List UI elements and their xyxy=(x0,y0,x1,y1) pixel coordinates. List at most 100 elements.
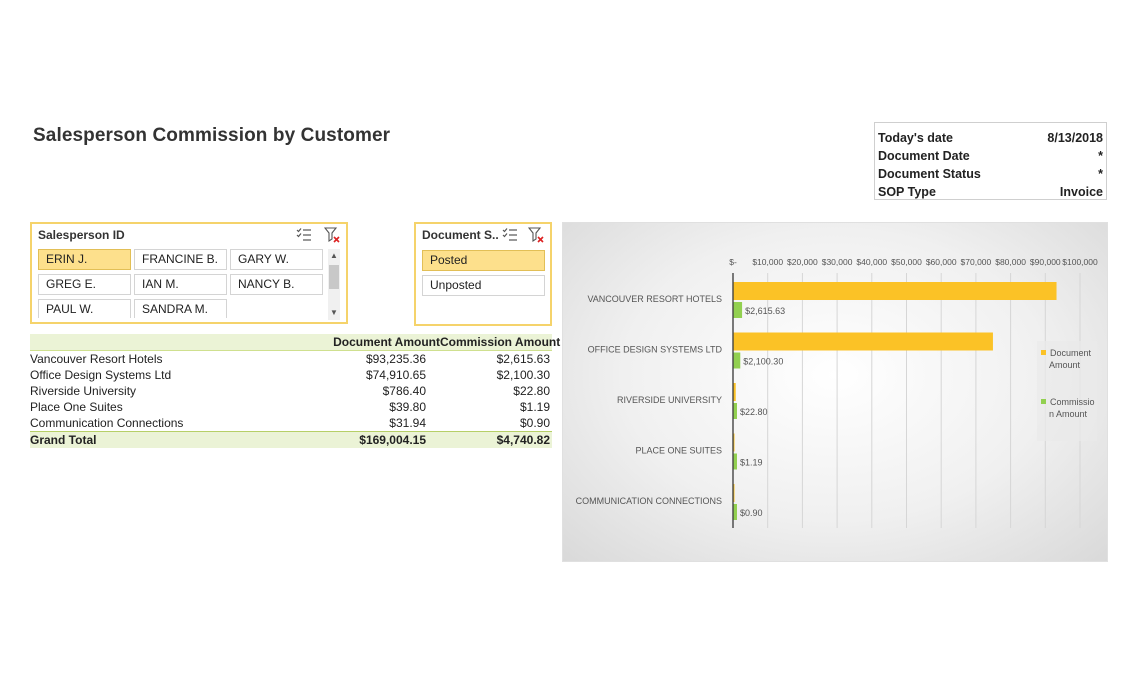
info-value: 8/13/2018 xyxy=(1047,131,1103,145)
document-status-slicer: Document S... Posted Unposted xyxy=(414,222,552,326)
commission-amount-bar xyxy=(733,403,737,419)
commission-amount: $22.80 xyxy=(513,384,550,398)
document-amount-bar xyxy=(733,484,735,502)
info-value: Invoice xyxy=(1059,185,1103,199)
page-title: Salesperson Commission by Customer xyxy=(33,125,391,146)
slicer-item-francine-b[interactable]: FRANCINE B. xyxy=(134,249,227,270)
clear-filter-icon[interactable] xyxy=(323,227,340,243)
slicer-scrollbar[interactable]: ▲ ▼ xyxy=(328,249,340,320)
clear-filter-icon[interactable] xyxy=(527,227,544,243)
grand-total-row[interactable]: Grand Total $169,004.15 $4,740.82 xyxy=(30,431,552,448)
slicer-item-gary-w[interactable]: GARY W. xyxy=(230,249,323,270)
document-amount: $39.80 xyxy=(389,400,426,414)
slicer-item-sandra-m[interactable]: SANDRA M. xyxy=(134,299,227,318)
slicer-item-ian-m[interactable]: IAN M. xyxy=(134,274,227,295)
slicer-item-nancy-b[interactable]: NANCY B. xyxy=(230,274,323,295)
grand-total-commission-amount: $4,740.82 xyxy=(496,433,550,447)
x-tick-label: $40,000 xyxy=(856,257,887,267)
info-label: Document Status xyxy=(878,167,981,181)
x-tick-label: $100,000 xyxy=(1062,257,1098,267)
scrollbar-thumb[interactable] xyxy=(329,265,339,289)
scroll-up-icon[interactable]: ▲ xyxy=(330,251,338,260)
table-row[interactable]: Office Design Systems Ltd $74,910.65 $2,… xyxy=(30,367,552,383)
x-tick-label: $80,000 xyxy=(995,257,1026,267)
category-label: PLACE ONE SUITES xyxy=(635,446,722,456)
commission-data-label: $0.90 xyxy=(740,508,763,518)
info-label: SOP Type xyxy=(878,185,936,199)
info-row-sop-type: SOP Type Invoice xyxy=(878,183,1103,201)
customer-name: Vancouver Resort Hotels xyxy=(30,352,163,366)
pivot-table: Document Amount Commission Amount Vancou… xyxy=(30,334,561,448)
table-row[interactable]: Communication Connections $31.94 $0.90 xyxy=(30,415,552,431)
commission-chart[interactable]: $- $10,000 $20,000 $30,000 $40,000 $50,000 $60… xyxy=(562,222,1108,562)
commission-data-label: $2,100.30 xyxy=(743,357,783,367)
info-row-todays-date: Today's date 8/13/2018 xyxy=(878,129,1103,147)
x-tick-label: $70,000 xyxy=(961,257,992,267)
slicer-item-erin-j[interactable]: ERIN J. xyxy=(38,249,131,270)
pivot-header-document-amount[interactable]: Document Amount xyxy=(333,335,440,349)
table-row[interactable]: Place One Suites $39.80 $1.19 xyxy=(30,399,552,415)
legend-label: Document xyxy=(1050,348,1092,358)
legend-swatch xyxy=(1041,399,1046,404)
document-amount: $31.94 xyxy=(389,416,426,430)
multi-select-icon[interactable] xyxy=(502,227,518,243)
document-amount-bar xyxy=(733,433,735,452)
pivot-header-commission-amount[interactable]: Commission Amount xyxy=(440,335,561,349)
grand-total-document-amount: $169,004.15 xyxy=(359,433,426,447)
table-row[interactable]: Vancouver Resort Hotels $93,235.36 $2,61… xyxy=(30,351,552,367)
x-tick-label: $10,000 xyxy=(752,257,783,267)
legend-label: n Amount xyxy=(1049,409,1088,419)
chart-svg: $- $10,000 $20,000 $30,000 $40,000 $50,000 $60… xyxy=(576,257,1098,528)
slicer-item-greg-e[interactable]: GREG E. xyxy=(38,274,131,295)
grand-total-label: Grand Total xyxy=(30,433,97,447)
slicer-item-paul-w[interactable]: PAUL W. xyxy=(38,299,131,318)
commission-amount: $2,100.30 xyxy=(496,368,550,382)
commission-data-label: $1.19 xyxy=(740,458,763,468)
customer-name: Riverside University xyxy=(30,384,137,398)
category-label: VANCOUVER RESORT HOTELS xyxy=(587,294,722,304)
commission-amount: $2,615.63 xyxy=(496,352,550,366)
commission-amount: $0.90 xyxy=(519,416,550,430)
pivot-header-row-label xyxy=(30,334,315,350)
slicer-title: Document S... xyxy=(422,228,498,242)
x-tick-label: $60,000 xyxy=(926,257,957,267)
info-row-document-status: Document Status * xyxy=(878,165,1103,183)
x-tick-label: $- xyxy=(729,257,737,267)
info-value: * xyxy=(1098,167,1103,181)
document-amount: $93,235.36 xyxy=(365,352,426,366)
document-amount-bar xyxy=(733,282,1057,300)
slicer-title: Salesperson ID xyxy=(38,228,125,242)
scroll-down-icon[interactable]: ▼ xyxy=(330,308,338,317)
commission-amount-bar xyxy=(733,352,741,369)
slicer-item-posted[interactable]: Posted xyxy=(422,250,545,271)
commission-data-label: $2,615.63 xyxy=(745,306,785,316)
table-row[interactable]: Riverside University $786.40 $22.80 xyxy=(30,383,552,399)
multi-select-icon[interactable] xyxy=(296,227,312,243)
commission-amount: $1.19 xyxy=(519,400,550,414)
legend-box xyxy=(1037,341,1097,441)
commission-data-label: $22.80 xyxy=(740,407,768,417)
salesperson-slicer: Salesperson ID ERIN J. FRANCINE B. GARY … xyxy=(30,222,348,324)
x-tick-label: $50,000 xyxy=(891,257,922,267)
report-info-box: Today's date 8/13/2018 Document Date * D… xyxy=(874,122,1107,200)
slicer-item-unposted[interactable]: Unposted xyxy=(422,275,545,296)
customer-name: Communication Connections xyxy=(30,416,184,430)
document-amount: $74,910.65 xyxy=(365,368,426,382)
document-amount: $786.40 xyxy=(382,384,426,398)
info-label: Document Date xyxy=(878,149,970,163)
x-tick-label: $90,000 xyxy=(1030,257,1061,267)
document-amount-bar xyxy=(733,332,993,351)
commission-amount-bar xyxy=(733,453,737,470)
slicer-header: Salesperson ID xyxy=(32,224,346,246)
legend-swatch xyxy=(1041,350,1046,355)
category-label: RIVERSIDE UNIVERSITY xyxy=(617,395,722,405)
document-amount-bar xyxy=(733,383,736,401)
info-label: Today's date xyxy=(878,131,953,145)
category-label: OFFICE DESIGN SYSTEMS LTD xyxy=(588,345,723,355)
customer-name: Office Design Systems Ltd xyxy=(30,368,172,382)
pivot-header-row: Document Amount Commission Amount xyxy=(30,334,561,351)
customer-name: Place One Suites xyxy=(30,400,123,414)
category-label: COMMUNICATION CONNECTIONS xyxy=(576,496,722,506)
x-tick-label: $20,000 xyxy=(787,257,818,267)
x-tick-label: $30,000 xyxy=(822,257,853,267)
